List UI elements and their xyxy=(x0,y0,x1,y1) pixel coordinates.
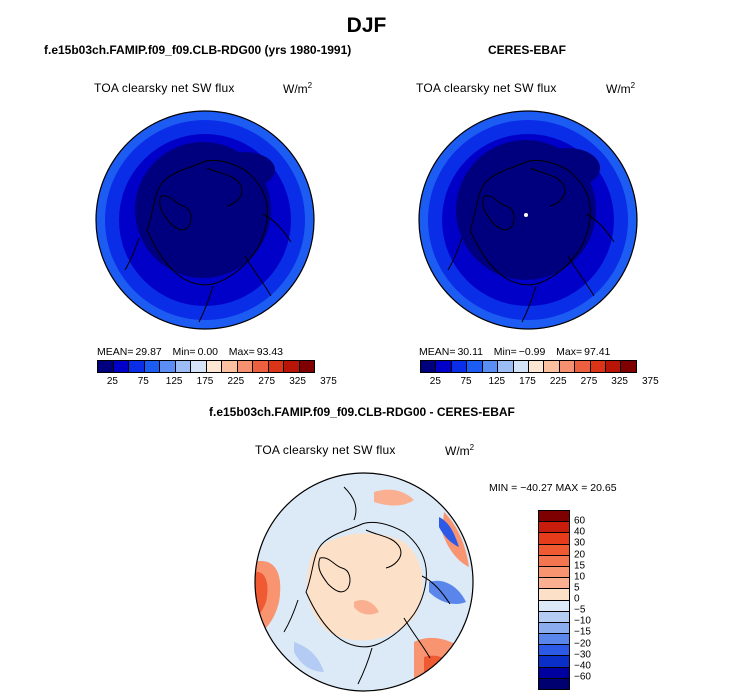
colorbar-swatch xyxy=(539,667,569,679)
colorbar-swatch xyxy=(191,361,207,372)
colorbar-swatch xyxy=(129,361,145,372)
colorbar-swatch xyxy=(498,361,514,372)
colorbar-swatch xyxy=(539,578,569,590)
obs-variable-label: TOA clearsky net SW flux xyxy=(416,81,557,95)
figure-title: DJF xyxy=(346,14,387,37)
colorbar-tick-label: 75 xyxy=(460,376,472,387)
colorbar-tick-label: −60 xyxy=(574,671,591,683)
colorbar-swatch xyxy=(451,361,468,372)
colorbar-tick-label: 10 xyxy=(574,571,586,583)
colorbar-swatch xyxy=(268,361,284,372)
colorbar-tick-label: 75 xyxy=(137,376,149,387)
colorbar-swatch xyxy=(113,361,129,372)
colorbar-swatch xyxy=(206,361,222,372)
colorbar-tick-label: 175 xyxy=(519,376,536,387)
colorbar-tick-label: 225 xyxy=(227,376,245,387)
colorbar-swatch xyxy=(539,533,569,545)
colorbar-swatch xyxy=(539,555,569,567)
colorbar-tick-label: 325 xyxy=(611,376,628,387)
colorbar-tick-label: 25 xyxy=(429,376,441,387)
colorbar-tick-label: 175 xyxy=(196,376,214,387)
colorbar-tick-label: 15 xyxy=(574,560,586,572)
colorbar-swatch xyxy=(539,544,569,556)
colorbar-swatch xyxy=(299,361,314,372)
colorbar-swatch xyxy=(528,361,545,372)
diff-polar-map xyxy=(254,472,474,692)
colorbar-swatch xyxy=(467,361,483,372)
colorbar-swatch xyxy=(144,361,160,372)
diff-variable-label: TOA clearsky net SW flux xyxy=(255,443,396,457)
colorbar-swatch xyxy=(539,522,569,534)
colorbar-swatch xyxy=(621,361,636,372)
model-colorbar xyxy=(97,360,315,373)
colorbar-tick-label: 375 xyxy=(642,376,659,387)
model-variable-label: TOA clearsky net SW flux xyxy=(94,81,235,95)
colorbar-swatch xyxy=(606,361,622,372)
colorbar-swatch xyxy=(160,361,176,372)
obs-units-label: W/m2 xyxy=(606,81,636,96)
diff-minmax: MIN = −40.27 MAX = 20.65 xyxy=(489,482,617,494)
obs-colorbar-ticks: 25 75 125 175 225 275 325 375 xyxy=(420,376,659,388)
colorbar-swatch xyxy=(539,634,569,646)
colorbar-tick-label: 125 xyxy=(488,376,506,387)
diff-panel-title: f.e15b03ch.FAMIP.f09_f09.CLB-RDG00 - CER… xyxy=(209,405,515,419)
colorbar-swatch xyxy=(539,678,569,689)
colorbar-tick-label: −10 xyxy=(574,615,591,627)
colorbar-swatch xyxy=(539,511,569,523)
colorbar-tick-label: −30 xyxy=(574,649,591,661)
colorbar-tick-label: −20 xyxy=(574,638,591,649)
obs-colorbar xyxy=(420,360,637,373)
obs-stats: MEAN= 30.11 Min= −0.99 Max= 97.41 xyxy=(419,346,611,358)
colorbar-tick-label: 275 xyxy=(580,376,598,387)
obs-polar-map xyxy=(418,110,638,330)
colorbar-swatch xyxy=(421,361,437,372)
colorbar-tick-label: −5 xyxy=(574,604,586,616)
colorbar-swatch xyxy=(253,361,269,372)
colorbar-swatch xyxy=(175,361,191,372)
colorbar-swatch xyxy=(513,361,529,372)
colorbar-swatch xyxy=(575,361,591,372)
colorbar-swatch xyxy=(482,361,499,372)
model-colorbar-ticks: 25 75 125 175 225 275 325 375 xyxy=(97,376,337,388)
colorbar-tick-label: 40 xyxy=(574,526,586,538)
colorbar-swatch xyxy=(539,622,569,635)
colorbar-tick-label: 25 xyxy=(106,376,118,387)
colorbar-swatch xyxy=(539,656,569,668)
colorbar-swatch xyxy=(284,361,300,372)
colorbar-tick-label: 20 xyxy=(574,549,586,560)
colorbar-tick-label: −40 xyxy=(574,660,591,672)
colorbar-swatch xyxy=(436,361,452,372)
colorbar-tick-label: 375 xyxy=(320,376,337,387)
colorbar-swatch xyxy=(539,589,569,601)
colorbar-swatch xyxy=(539,645,569,657)
colorbar-tick-label: 225 xyxy=(549,376,567,387)
colorbar-tick-label: 275 xyxy=(258,376,276,387)
colorbar-swatch xyxy=(98,361,114,372)
colorbar-swatch xyxy=(237,361,253,372)
colorbar-tick-label: 0 xyxy=(574,593,580,605)
colorbar-swatch xyxy=(222,361,238,372)
colorbar-tick-label: 125 xyxy=(165,376,183,387)
model-panel-title: f.e15b03ch.FAMIP.f09_f09.CLB-RDG00 (yrs … xyxy=(44,43,352,57)
model-stats: MEAN= 29.87 Min= 0.00 Max= 93.43 xyxy=(97,346,284,358)
colorbar-tick-label: −15 xyxy=(574,626,591,638)
colorbar-tick-label: 5 xyxy=(574,582,580,594)
colorbar-swatch xyxy=(559,361,576,372)
model-units-label: W/m2 xyxy=(283,81,313,96)
diff-colorbar xyxy=(538,510,570,690)
diff-colorbar-ticks: 60 40 30 20 15 10 5 0 −5 −10 −15 −20 −30 −40 −60 xyxy=(574,510,614,690)
obs-panel-title: CERES-EBAF xyxy=(488,43,567,57)
colorbar-swatch xyxy=(539,600,569,612)
colorbar-tick-label: 60 xyxy=(574,515,586,527)
model-polar-map xyxy=(95,110,315,330)
colorbar-swatch xyxy=(544,361,560,372)
colorbar-tick-label: 325 xyxy=(289,376,306,387)
colorbar-swatch xyxy=(539,611,569,623)
diff-units-label: W/m2 xyxy=(445,443,475,458)
colorbar-swatch xyxy=(590,361,607,372)
colorbar-tick-label: 30 xyxy=(574,537,586,549)
colorbar-swatch xyxy=(539,566,569,579)
